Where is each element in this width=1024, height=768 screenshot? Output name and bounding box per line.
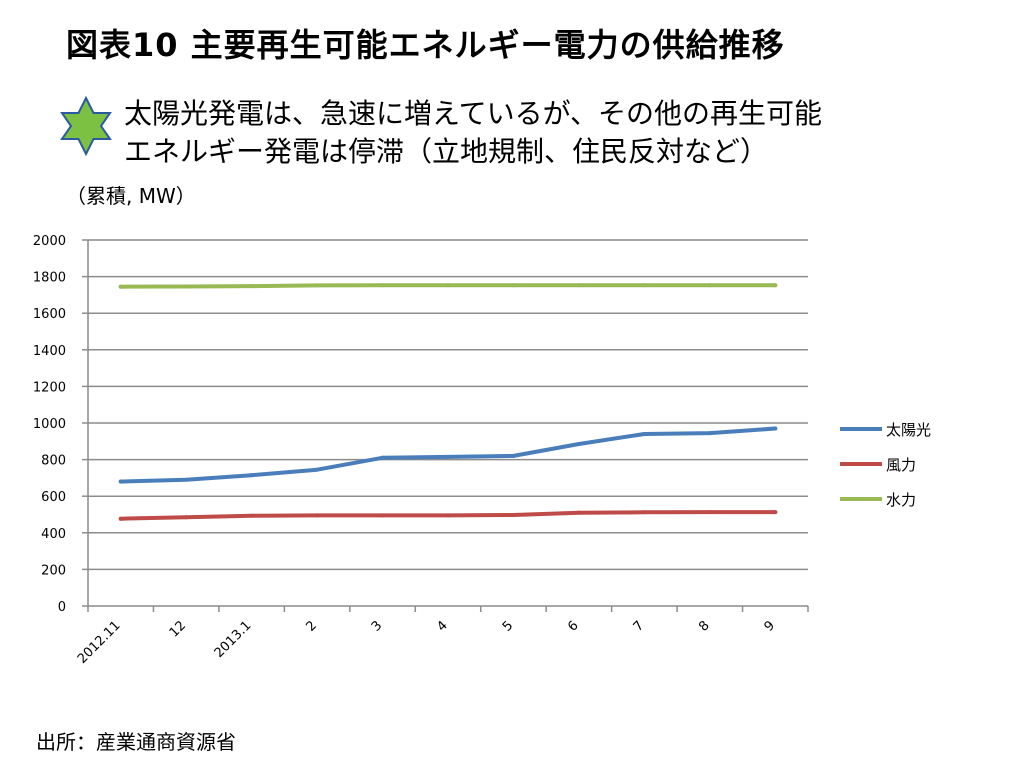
data-point (446, 283, 450, 288)
data-point (576, 442, 581, 447)
x-tick-label: 2 (303, 618, 319, 634)
data-point (315, 513, 320, 518)
data-point (707, 283, 712, 288)
data-point (707, 510, 712, 515)
data-point (184, 284, 189, 289)
data-point (773, 510, 778, 515)
x-tick-label: 2013.1 (212, 618, 255, 661)
slide-title: 図表10 主要再生可能エネルギー電力の供給推移 (66, 26, 785, 64)
y-tick-label: 1000 (33, 417, 66, 432)
data-point (576, 283, 581, 288)
series-lines (118, 283, 778, 521)
y-tick-label: 0 (58, 600, 66, 615)
data-point (642, 283, 647, 288)
data-point (249, 473, 254, 478)
data-point (315, 283, 320, 288)
y-tick-label: 200 (41, 563, 66, 578)
data-point (773, 283, 778, 288)
x-tick-label: 6 (565, 618, 581, 634)
data-point (511, 513, 516, 518)
x-tick-label: 2012.11 (75, 618, 124, 667)
y-tick-label: 600 (41, 490, 66, 505)
y-tick-label: 400 (41, 527, 66, 542)
data-point (118, 516, 123, 521)
bullet-line-2: エネルギー発電は停滞（立地規制、住民反対など） (124, 135, 769, 168)
x-tick-label: 4 (434, 618, 450, 634)
data-point (380, 455, 385, 460)
data-point (642, 510, 647, 515)
x-tick-label: 12 (167, 618, 189, 640)
data-point (380, 513, 385, 518)
chart-container: 0 200 400 600 800 1000 1200 1400 1600 1800 2000 20… (0, 218, 975, 708)
data-point (118, 284, 123, 289)
bullet-line-1: 太陽光発電は、急速に増えているが、その他の再生可能 (124, 97, 823, 130)
axes (82, 239, 809, 612)
unit-note: （累積, MW） (66, 184, 196, 208)
data-point (707, 431, 712, 436)
y-tick-label: 1800 (33, 271, 66, 286)
x-tick-label: 9 (762, 618, 778, 634)
y-tick-label: 1400 (33, 344, 66, 359)
data-point (511, 453, 516, 458)
legend-label: 風力 (886, 456, 916, 474)
x-tick-labels: 2012.11 12 2013.1 2 3 4 5 6 7 8 9 (75, 618, 778, 667)
grid-lines (88, 239, 808, 571)
data-point (446, 454, 450, 459)
legend-label: 水力 (886, 491, 916, 509)
x-tick-label: 7 (631, 618, 647, 634)
y-tick-label: 1600 (33, 307, 66, 322)
source-note: 出所：産業通商資源省 (36, 730, 236, 754)
data-point (315, 467, 320, 472)
y-tick-label: 800 (41, 454, 66, 469)
x-tick-label: 5 (500, 618, 516, 634)
data-point (773, 426, 778, 431)
data-point (576, 510, 581, 515)
x-tick-label: 3 (369, 618, 385, 634)
y-tick-labels: 0 200 400 600 800 1000 1200 1400 1600 1800 2000 (33, 234, 66, 615)
legend-label: 太陽光 (886, 421, 931, 439)
data-point (380, 283, 385, 288)
y-tick-label: 1200 (33, 380, 66, 395)
data-point (184, 477, 189, 482)
x-tick-label: 8 (696, 618, 712, 634)
data-point (249, 284, 254, 289)
data-point (249, 513, 254, 518)
data-point (511, 283, 516, 288)
data-point (118, 479, 123, 484)
data-point (446, 513, 450, 518)
bullet-text: 太陽光発電は、急速に増えているが、その他の再生可能 エネルギー発電は停滞（立地規… (124, 95, 984, 171)
data-point (642, 431, 647, 436)
data-point (184, 515, 189, 520)
y-tick-label: 2000 (33, 234, 66, 249)
star-bullet-icon (60, 96, 112, 156)
